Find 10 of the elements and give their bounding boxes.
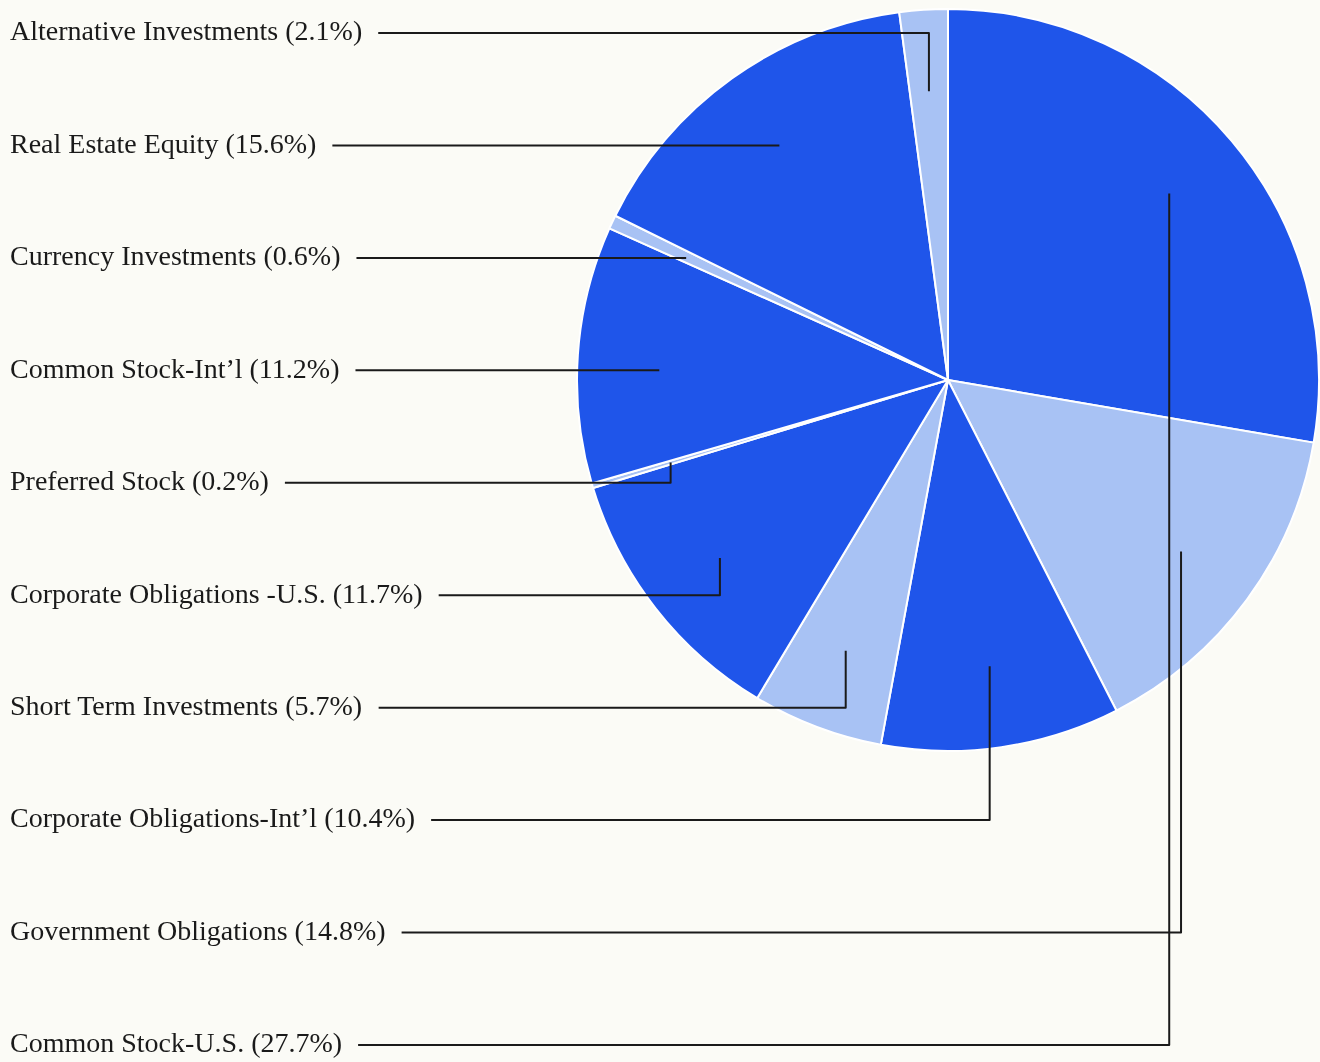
slice-label: Alternative Investments (2.1%) xyxy=(10,15,363,47)
slice-label: Common Stock-Int’l (11.2%) xyxy=(10,352,340,384)
slice-label: Corporate Obligations-Int’l (10.4%) xyxy=(10,802,416,834)
slice-label: Common Stock-U.S. (27.7%) xyxy=(10,1027,343,1059)
slice-label: Currency Investments (0.6%) xyxy=(10,240,341,272)
slice-label: Real Estate Equity (15.6%) xyxy=(10,127,317,159)
slice-label: Government Obligations (14.8%) xyxy=(10,914,386,946)
slice-label: Corporate Obligations -U.S. (11.7%) xyxy=(10,577,423,609)
slice-label: Short Term Investments (5.7%) xyxy=(10,690,363,722)
slice-label: Preferred Stock (0.2%) xyxy=(10,465,269,497)
